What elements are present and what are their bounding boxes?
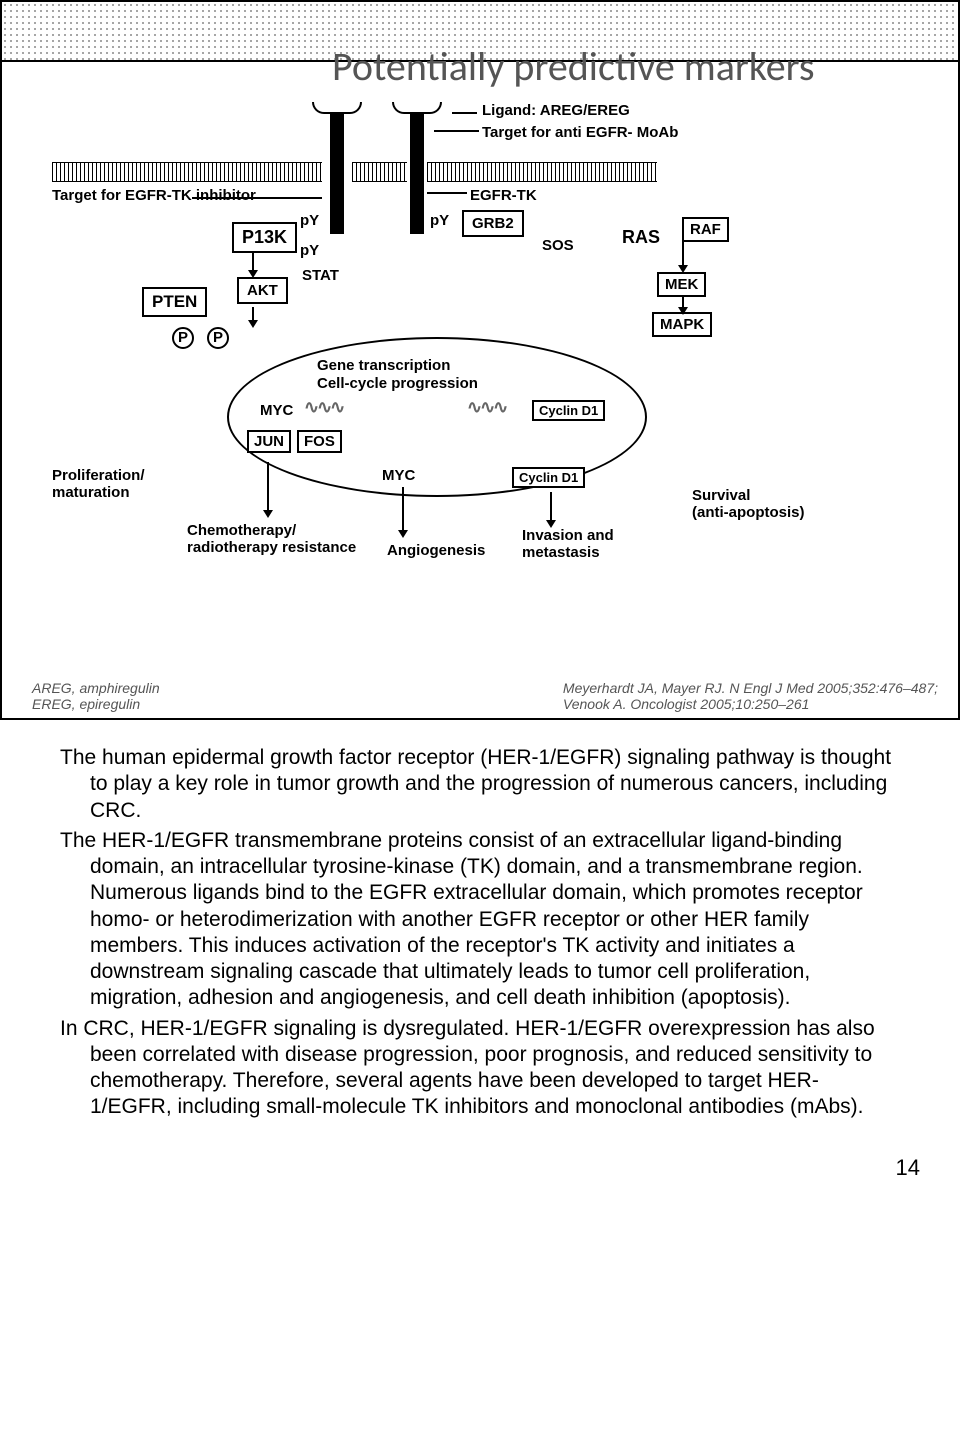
label-invasion: Invasion and metastasis	[522, 527, 614, 561]
arrow	[252, 252, 254, 272]
label-py: pY	[430, 212, 449, 229]
label-chemo: Chemotherapy/ radiotherapy resistance	[187, 522, 356, 556]
arrow	[550, 492, 552, 522]
box-akt: AKT	[237, 277, 288, 304]
box-raf: RAF	[682, 217, 729, 242]
dna-glyph: ∿∿∿	[467, 397, 506, 418]
receptor-stem	[330, 114, 344, 234]
label-target-tk: Target for EGFR-TK inhibitor	[52, 187, 256, 204]
label-sos: SOS	[542, 237, 574, 254]
membrane-left	[52, 162, 322, 182]
box-pten: PTEN	[142, 287, 207, 317]
label-cell-cycle: Cell-cycle progression	[317, 375, 478, 392]
connector	[434, 130, 479, 132]
receptor-cap	[312, 102, 362, 114]
box-cyclin2: Cyclin D1	[512, 467, 585, 488]
label-stat: STAT	[302, 267, 339, 284]
para-3: In CRC, HER-1/EGFR signaling is dysregul…	[60, 1016, 900, 1121]
label-ligand: Ligand: AREG/EREG	[482, 102, 630, 119]
box-grb2: GRB2	[462, 210, 524, 237]
label-myc2: MYC	[382, 467, 415, 484]
arrow	[267, 462, 269, 512]
membrane-right	[427, 162, 657, 182]
arrow-head	[263, 510, 273, 518]
label-target-moab: Target for anti EGFR- MoAb	[482, 124, 678, 141]
body-text: The human epidermal growth factor recept…	[0, 720, 960, 1145]
arrow-head	[678, 265, 688, 273]
para-2: The HER-1/EGFR transmembrane proteins co…	[60, 828, 900, 1012]
connector	[452, 112, 477, 114]
label-gene-trans: Gene transcription	[317, 357, 450, 374]
receptor-cap	[392, 102, 442, 114]
box-jun: JUN	[247, 430, 291, 453]
arrow-head	[678, 307, 688, 315]
label-egfr-tk: EGFR-TK	[470, 187, 537, 204]
label-py: pY	[300, 212, 319, 229]
label-angio: Angiogenesis	[387, 542, 485, 559]
citation-right: Meyerhardt JA, Mayer RJ. N Engl J Med 20…	[563, 680, 938, 712]
box-fos: FOS	[297, 430, 342, 453]
receptor-stem	[410, 114, 424, 234]
arrow-head	[248, 270, 258, 278]
dna-glyph: ∿∿∿	[304, 397, 343, 418]
connector	[192, 197, 322, 199]
box-mek: MEK	[657, 272, 706, 297]
circle-p: P	[207, 327, 229, 349]
box-mapk: MAPK	[652, 312, 712, 337]
arrow-head	[248, 320, 258, 328]
box-p13k: P13K	[232, 222, 297, 253]
label-myc: MYC	[260, 402, 293, 419]
membrane-mid	[352, 162, 407, 182]
label-prolif: Proliferation/ maturation	[52, 467, 145, 501]
circle-p: P	[172, 327, 194, 349]
diagram-container: Ligand: AREG/EREG Target for anti EGFR- …	[12, 82, 948, 678]
arrow-head	[546, 520, 556, 528]
slide: Potentially predictive markers Ligand: A…	[0, 0, 960, 720]
label-py: pY	[300, 242, 319, 259]
arrow	[402, 487, 404, 532]
box-cyclin: Cyclin D1	[532, 400, 605, 421]
para-1: The human epidermal growth factor recept…	[60, 745, 900, 824]
citation-left: AREG, amphiregulin EREG, epiregulin	[32, 680, 160, 712]
arrow	[682, 242, 684, 267]
arrow-head	[398, 530, 408, 538]
label-survival: Survival (anti-apoptosis)	[692, 487, 805, 521]
label-ras: RAS	[622, 227, 660, 248]
connector	[427, 192, 467, 194]
page-number: 14	[0, 1145, 960, 1201]
